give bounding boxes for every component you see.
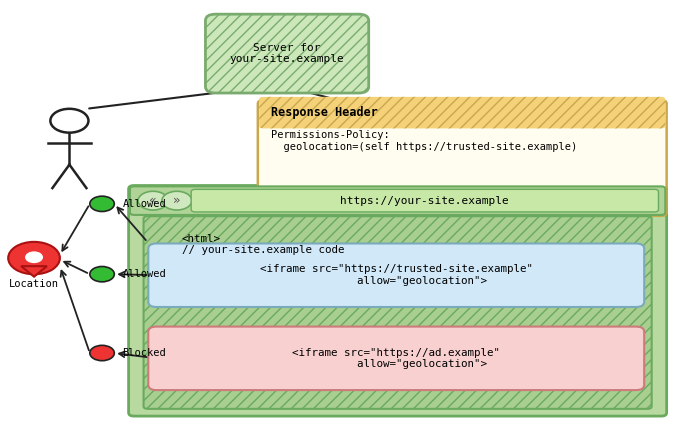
Circle shape [90, 266, 114, 282]
Text: <iframe src="https://trusted-site.example"
        allow="geolocation">: <iframe src="https://trusted-site.exampl… [260, 264, 533, 286]
Circle shape [26, 252, 42, 263]
FancyBboxPatch shape [128, 185, 667, 416]
Circle shape [90, 196, 114, 211]
Polygon shape [21, 266, 47, 277]
Text: <html>
// your-site.example code: <html> // your-site.example code [182, 234, 344, 255]
Circle shape [8, 242, 60, 274]
FancyBboxPatch shape [148, 326, 644, 390]
Text: Allowed: Allowed [122, 269, 166, 279]
FancyBboxPatch shape [148, 244, 644, 307]
Text: Allowed: Allowed [122, 199, 166, 209]
Text: «: « [150, 194, 157, 207]
FancyBboxPatch shape [206, 14, 369, 93]
Circle shape [162, 191, 192, 210]
FancyBboxPatch shape [191, 189, 658, 212]
Text: Permissions-Policy:
  geolocation=(self https://trusted-site.example): Permissions-Policy: geolocation=(self ht… [271, 130, 578, 152]
FancyBboxPatch shape [259, 97, 665, 128]
FancyBboxPatch shape [130, 186, 665, 215]
Text: Blocked: Blocked [122, 348, 166, 358]
Text: Location: Location [9, 279, 59, 289]
Text: Server for
your-site.example: Server for your-site.example [229, 43, 344, 64]
FancyBboxPatch shape [258, 100, 667, 216]
Circle shape [90, 345, 114, 361]
Text: »: » [173, 194, 181, 207]
Text: https://your-site.example: https://your-site.example [340, 196, 510, 205]
Circle shape [138, 191, 168, 210]
Text: <iframe src="https://ad.example"
        allow="geolocation">: <iframe src="https://ad.example" allow="… [292, 347, 500, 369]
Text: Response Header: Response Header [271, 106, 378, 119]
FancyBboxPatch shape [143, 216, 652, 409]
